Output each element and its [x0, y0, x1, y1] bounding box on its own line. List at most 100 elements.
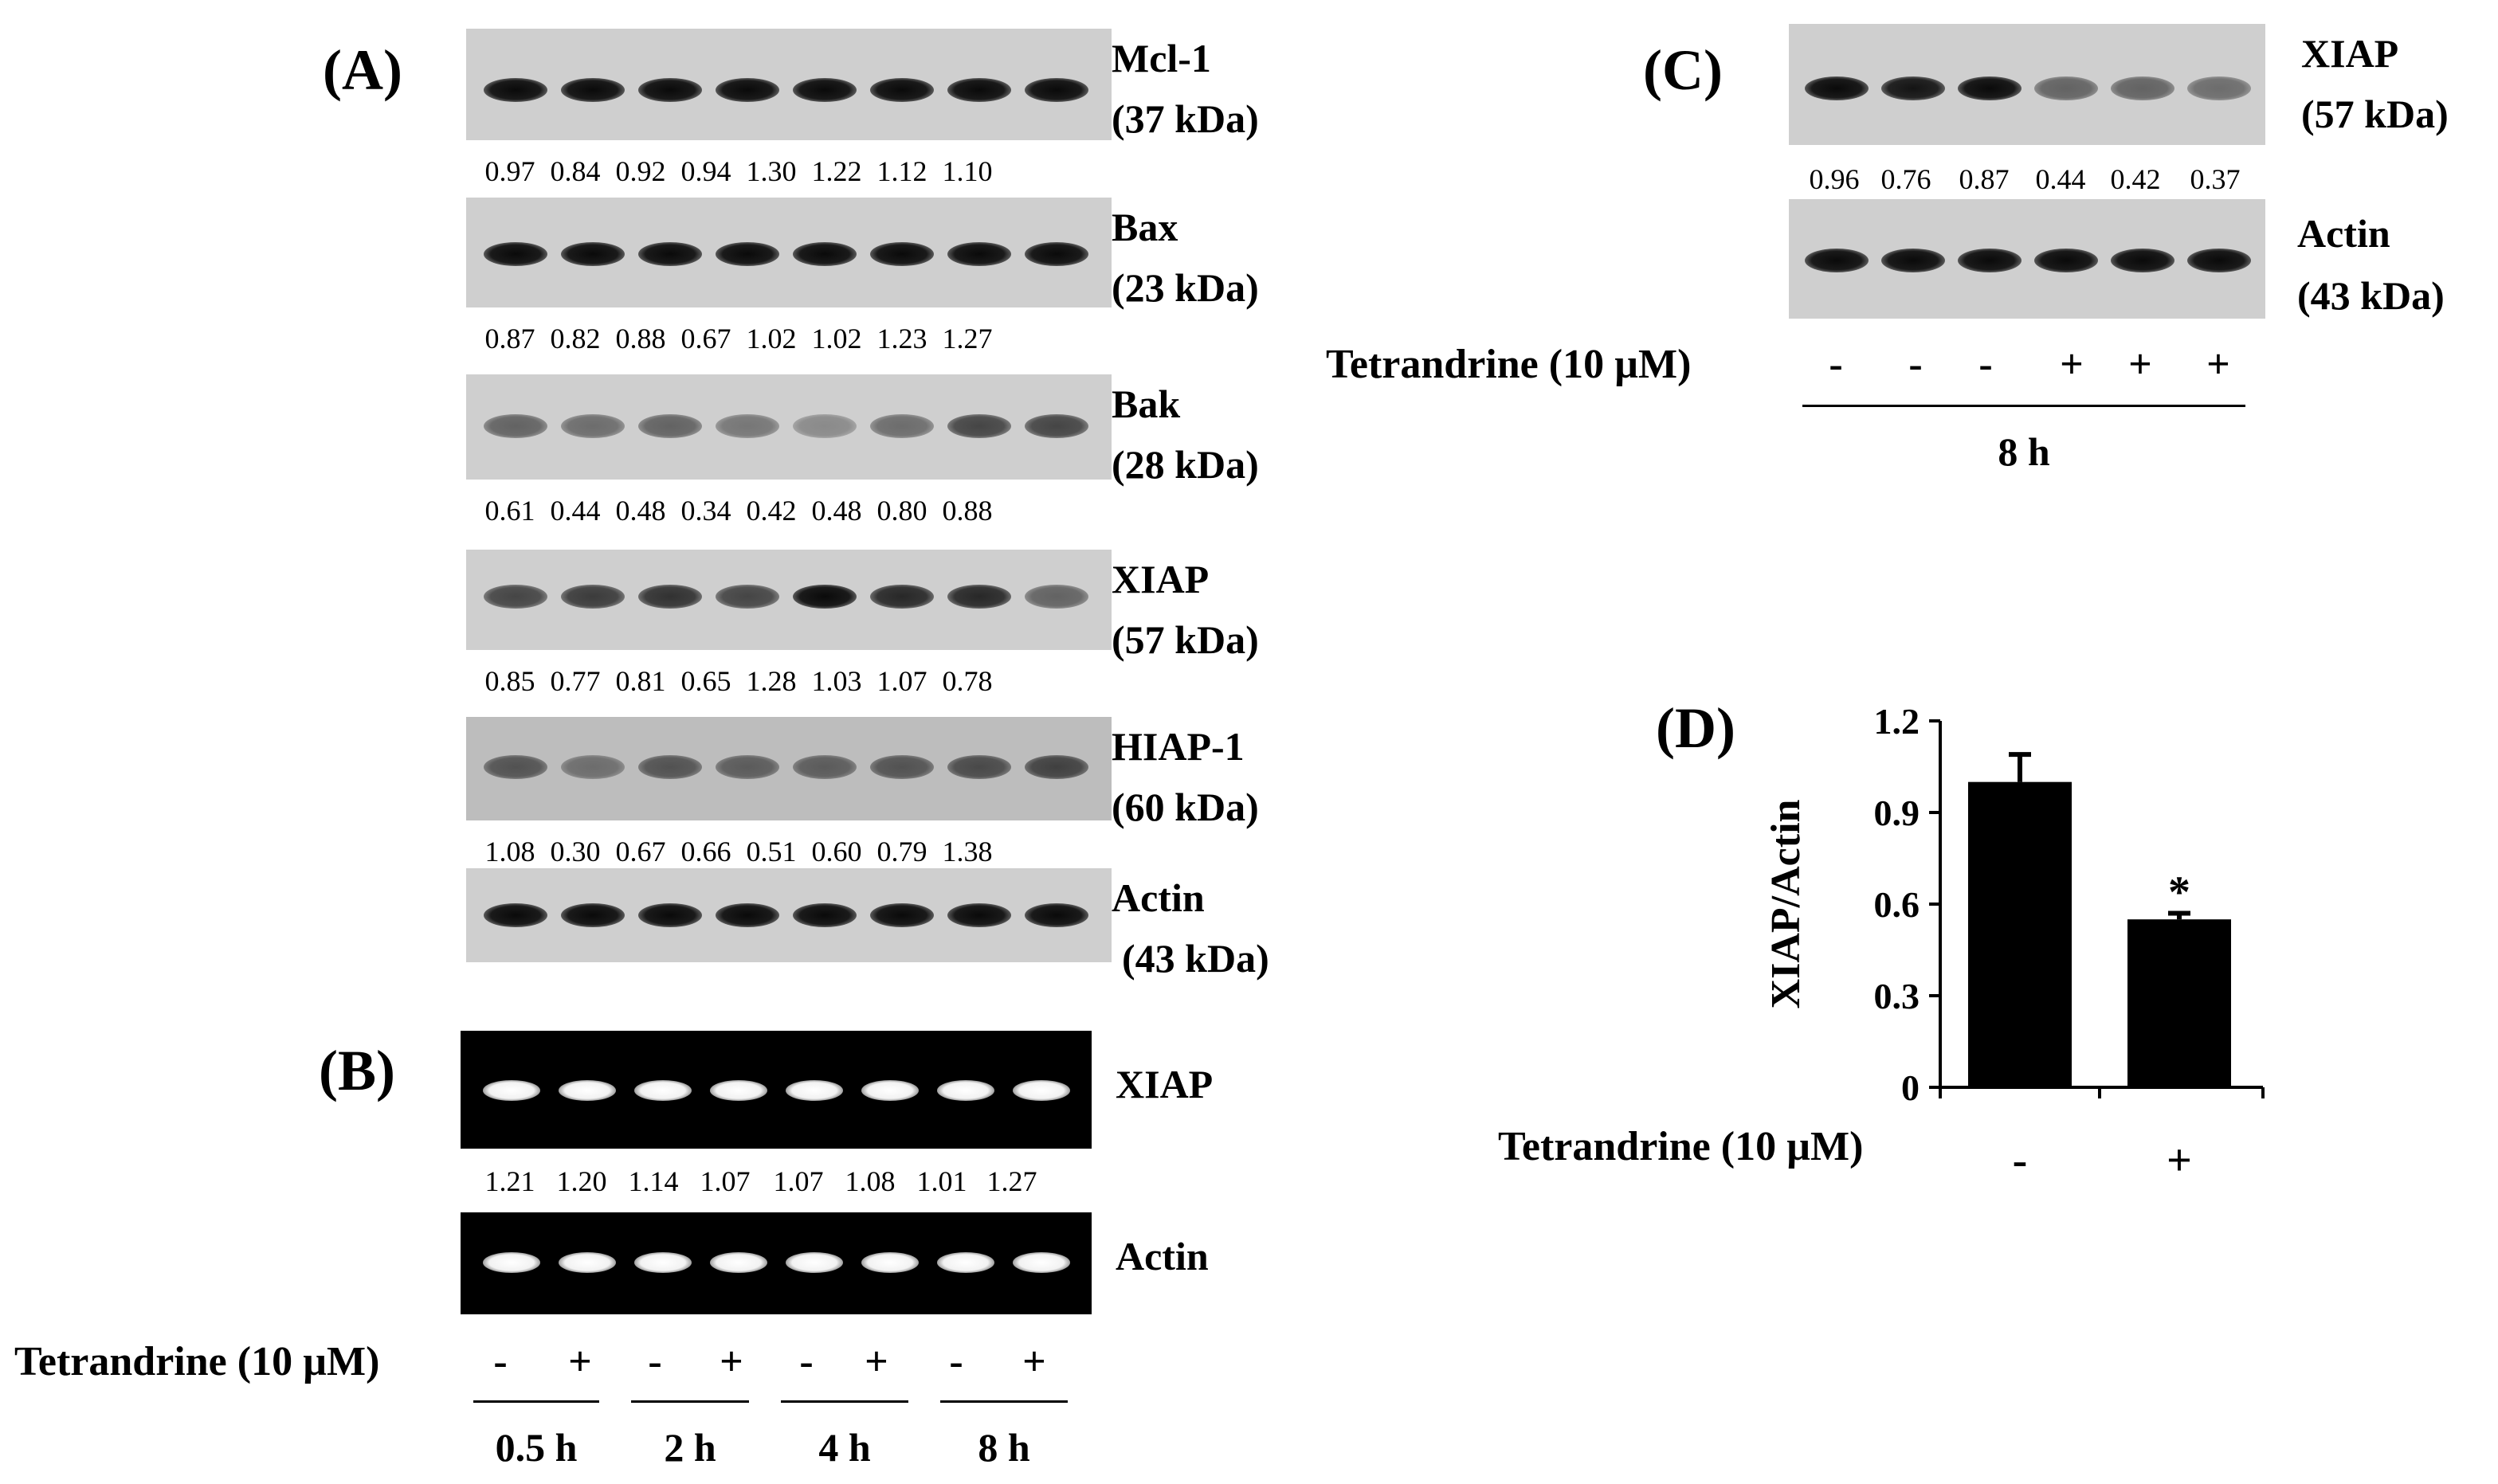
treatment-sign: - [648, 1339, 662, 1384]
blot-size-label: (57 kDa) [1112, 617, 1259, 662]
timepoint-bracket [473, 1400, 599, 1403]
quant-value: 0.44 [550, 495, 601, 527]
band [638, 903, 702, 927]
band [638, 585, 702, 609]
band [561, 78, 625, 102]
quant-value: 0.30 [550, 836, 601, 867]
band [1025, 414, 1088, 438]
panel-c-xiap-size: (57 kDa) [2301, 92, 2449, 136]
band [1958, 76, 2022, 100]
gel-label-xiap: XIAP [1116, 1062, 1214, 1106]
band [2111, 249, 2174, 272]
quant-value: 0.66 [680, 836, 731, 867]
band [634, 1080, 692, 1101]
quant-value: 0.94 [680, 155, 731, 187]
band [561, 903, 625, 927]
quant-value: 0.88 [942, 495, 993, 527]
panel-c-actin-name: Actin [2297, 211, 2390, 256]
quant-value: 1.07 [773, 1165, 824, 1197]
panel-c-blot-xiap [1789, 24, 2265, 145]
quant-value: 1.01 [916, 1165, 967, 1197]
band [638, 414, 702, 438]
band [559, 1252, 616, 1273]
band [559, 1080, 616, 1101]
timepoint-bracket [781, 1400, 908, 1403]
quant-value: 1.27 [986, 1165, 1037, 1197]
quant-value: 0.81 [615, 665, 666, 697]
band [793, 903, 857, 927]
quant-value: 1.30 [746, 155, 797, 187]
quant-value: 1.20 [556, 1165, 607, 1197]
quant-value: 0.44 [2035, 163, 2086, 195]
quant-value: 0.97 [484, 155, 535, 187]
quant-value: 1.08 [484, 836, 535, 867]
quant-value: 1.12 [876, 155, 927, 187]
treatment-sign: - [949, 1339, 963, 1384]
timepoint-label: 4 h [818, 1425, 871, 1470]
band [716, 78, 779, 102]
quant-value: 0.42 [746, 495, 797, 527]
band [861, 1080, 919, 1101]
band [793, 755, 857, 779]
band [634, 1252, 692, 1273]
band [710, 1252, 767, 1273]
quant-value: 0.42 [2110, 163, 2161, 195]
band [793, 585, 857, 609]
band [1805, 249, 1869, 272]
quant-value: 0.77 [550, 665, 601, 697]
band [1958, 249, 2022, 272]
y-tick-label: 1.2 [1874, 701, 1920, 742]
quant-value: 0.96 [1809, 163, 1860, 195]
band [793, 414, 857, 438]
blot-size-label: (43 kDa) [1122, 936, 1269, 981]
treatment-sign: - [1829, 342, 1843, 387]
band [2187, 76, 2251, 100]
y-tick-label: 0.3 [1874, 976, 1920, 1016]
treatment-sign: - [799, 1339, 814, 1384]
panel-c-xiap-name: XIAP [2301, 31, 2399, 76]
western-blot-hiap-1 [466, 717, 1112, 820]
panel-c-timepoint-bracket [1802, 405, 2245, 407]
treatment-sign: + [2206, 342, 2230, 387]
band [870, 755, 934, 779]
band [2034, 76, 2098, 100]
quant-value: 0.76 [1880, 163, 1931, 195]
band [1881, 249, 1945, 272]
band [870, 242, 934, 266]
quant-value: 1.38 [942, 836, 993, 867]
band [561, 585, 625, 609]
band [870, 414, 934, 438]
y-tick-label: 0.6 [1874, 884, 1920, 925]
band [947, 414, 1011, 438]
band [710, 1080, 767, 1101]
band [483, 1080, 540, 1101]
band [638, 242, 702, 266]
band [2187, 249, 2251, 272]
band [638, 78, 702, 102]
quant-value: 1.27 [942, 323, 993, 354]
panel-c-treatment-label: Tetrandrine (10 µM) [1326, 342, 1692, 387]
quant-value: 1.10 [942, 155, 993, 187]
band [716, 242, 779, 266]
quant-value: 1.08 [845, 1165, 896, 1197]
y-tick-label: 0 [1901, 1067, 1920, 1108]
y-axis-label: XIAP/Actin [1763, 799, 1809, 1008]
band [937, 1252, 994, 1273]
band [861, 1252, 919, 1273]
quant-value: 1.23 [876, 323, 927, 354]
quant-value: 1.14 [628, 1165, 679, 1197]
quant-value: 0.84 [550, 155, 601, 187]
band [1025, 242, 1088, 266]
blot-name-label: XIAP [1112, 557, 1210, 601]
panel-b-treatment-label: Tetrandrine (10 µM) [14, 1339, 380, 1384]
band [786, 1252, 843, 1273]
x-category-label: + [2167, 1136, 2192, 1185]
treatment-sign: + [2128, 342, 2152, 387]
gel-label-actin: Actin [1116, 1234, 1209, 1278]
band [484, 903, 547, 927]
band [561, 755, 625, 779]
band [484, 78, 547, 102]
treatment-sign: + [2060, 342, 2084, 387]
band [484, 414, 547, 438]
timepoint-bracket [940, 1400, 1068, 1403]
